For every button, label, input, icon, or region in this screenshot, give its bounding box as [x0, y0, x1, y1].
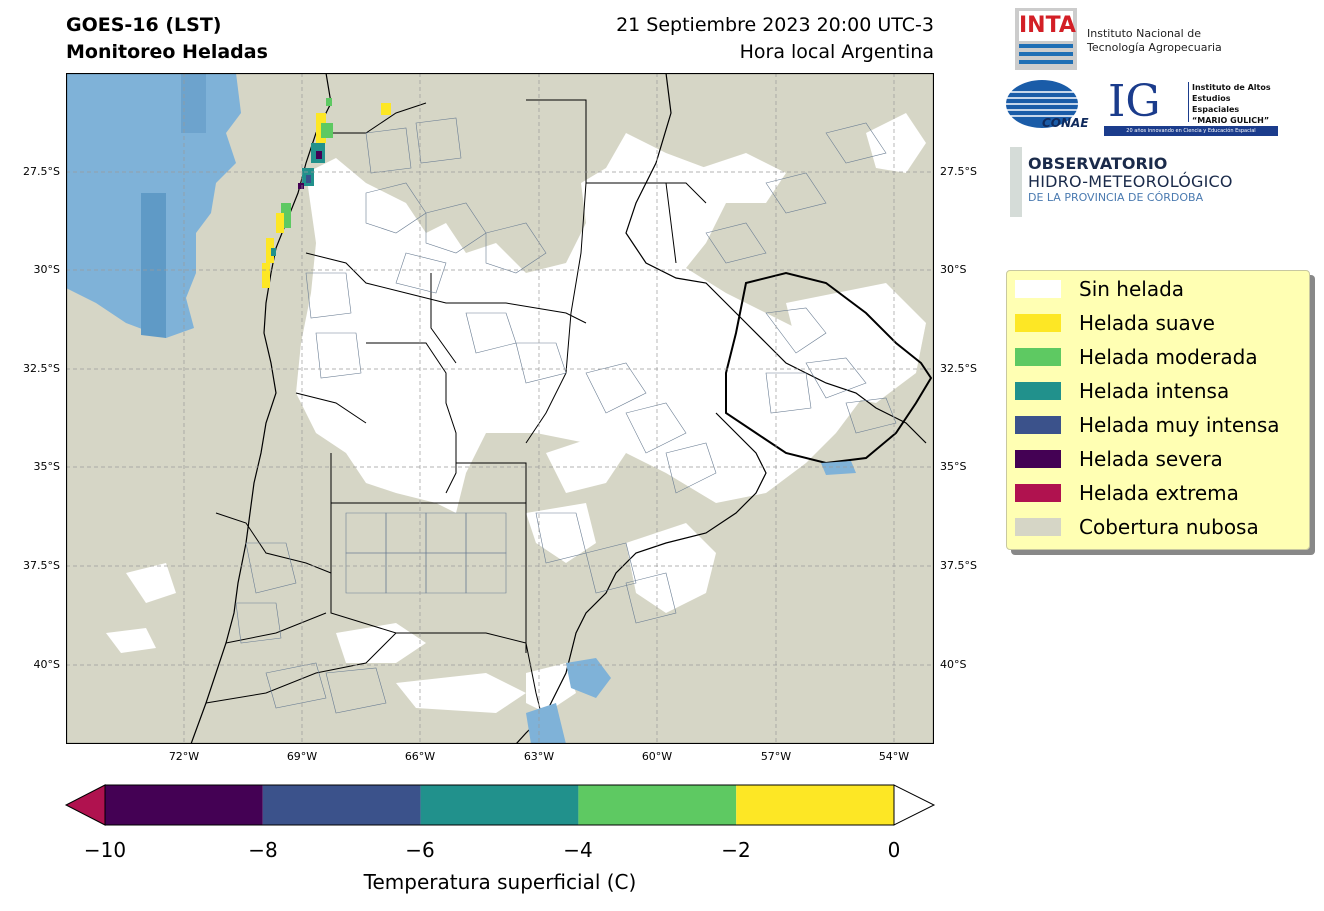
legend-label: Helada intensa — [1079, 379, 1230, 403]
title-product: Monitoreo Heladas — [66, 41, 268, 63]
title-block: GOES-16 (LST) Monitoreo Heladas — [66, 12, 268, 66]
legend-label: Helada suave — [1079, 311, 1215, 335]
ig-tagline: 20 años innovando en Ciencia y Educación… — [1104, 126, 1278, 136]
lon-tick: 63°W — [523, 750, 555, 763]
colorbar — [64, 784, 936, 826]
inta-logo-mark: INTA — [1019, 11, 1076, 41]
water-patches — [526, 461, 856, 744]
coastline — [515, 73, 927, 744]
legend-item: Helada severa — [1015, 445, 1223, 473]
inta-name: Instituto Nacional de Tecnología Agropec… — [1087, 27, 1222, 55]
lat-tick-left: 32.5°S — [23, 362, 60, 375]
legend-item: Helada suave — [1015, 309, 1215, 337]
lon-tick: 54°W — [878, 750, 910, 763]
legend-label: Sin helada — [1079, 277, 1185, 301]
colorbar-tick: −2 — [721, 838, 751, 862]
inta-name-line1: Instituto Nacional de — [1087, 27, 1201, 40]
lat-tick-left: 40°S — [33, 658, 60, 671]
lat-tick-right: 35°S — [940, 460, 967, 473]
map-frame — [66, 73, 934, 744]
colorbar-label: Temperatura superficial (C) — [363, 870, 637, 894]
datetime-label: 21 Septiembre 2023 20:00 UTC-3 — [616, 14, 934, 36]
inta-logo: INTA — [1015, 8, 1077, 70]
department-borders — [235, 117, 897, 714]
legend-swatch — [1015, 314, 1061, 332]
legend-label: Cobertura nubosa — [1079, 515, 1259, 539]
datetime-block: 21 Septiembre 2023 20:00 UTC-3 Hora loca… — [616, 12, 934, 66]
colorbar-bin — [578, 785, 737, 825]
colorbar-bin — [105, 785, 263, 825]
blue-dark-strip-2 — [181, 73, 206, 133]
blue-dark-strip — [141, 193, 166, 338]
lat-tick-right: 27.5°S — [940, 165, 977, 178]
observatorio-logo: OBSERVATORIO HIDRO-METEOROLÓGICO DE LA P… — [1010, 147, 1270, 217]
lat-tick-right: 40°S — [940, 658, 967, 671]
colorbar-bin — [736, 785, 894, 825]
local-time-label: Hora local Argentina — [739, 41, 934, 63]
colorbar-tick: −6 — [405, 838, 435, 862]
inta-name-line2: Tecnología Agropecuaria — [1087, 41, 1222, 54]
lat-tick-left: 30°S — [33, 263, 60, 276]
lat-tick-right: 30°S — [940, 263, 967, 276]
lat-tick-right: 37.5°S — [940, 559, 977, 572]
frost-map — [66, 73, 934, 744]
no-frost-areas — [106, 113, 926, 713]
legend-item: Sin helada — [1015, 275, 1184, 303]
colorbar-tick: −4 — [563, 838, 593, 862]
frost-pixels — [262, 98, 391, 288]
lon-tick: 69°W — [286, 750, 318, 763]
conae-logo-text: CONAE — [1042, 116, 1089, 130]
colorbar-over-arrow — [893, 784, 936, 826]
ig-logo-mark: IG — [1108, 76, 1161, 127]
uruguay-border — [725, 271, 933, 465]
observatorio-title: OBSERVATORIO — [1028, 154, 1168, 173]
lat-tick-left: 35°S — [33, 460, 60, 473]
legend-swatch — [1015, 280, 1061, 298]
observatorio-province: DE LA PROVINCIA DE CÓRDOBA — [1028, 191, 1204, 204]
legend-swatch — [1015, 484, 1061, 502]
lat-tick-left: 27.5°S — [23, 165, 60, 178]
ig-line3: “MARIO GULICH” — [1192, 116, 1270, 125]
colorbar-bin — [420, 785, 579, 825]
colorbar-tick: 0 — [887, 838, 901, 862]
province-borders — [205, 99, 707, 734]
ig-line2: Estudios Espaciales — [1192, 94, 1240, 114]
legend-swatch — [1015, 450, 1061, 468]
legend-swatch — [1015, 416, 1061, 434]
lat-tick-right: 32.5°S — [940, 362, 977, 375]
legend-item: Helada intensa — [1015, 377, 1229, 405]
ig-line1: Instituto de Altos — [1192, 83, 1271, 92]
lon-tick: 60°W — [641, 750, 673, 763]
ig-logo: IG Instituto de Altos Estudios Espaciale… — [1104, 76, 1278, 136]
legend-label: Helada extrema — [1079, 481, 1239, 505]
legend-label: Helada moderada — [1079, 345, 1258, 369]
legend-item: Helada moderada — [1015, 343, 1258, 371]
lon-tick: 66°W — [404, 750, 436, 763]
observatorio-subtitle: HIDRO-METEOROLÓGICO — [1028, 172, 1233, 191]
lon-tick: 72°W — [168, 750, 200, 763]
legend-swatch — [1015, 382, 1061, 400]
legend-item: Cobertura nubosa — [1015, 513, 1259, 541]
legend-swatch — [1015, 518, 1061, 536]
colorbar-bin — [262, 785, 421, 825]
colorbar-tick: −10 — [83, 838, 127, 862]
colorbar-frame — [104, 784, 895, 826]
legend-label: Helada muy intensa — [1079, 413, 1280, 437]
legend-swatch — [1015, 348, 1061, 366]
title-satellite: GOES-16 (LST) — [66, 14, 222, 36]
legend: Sin helada Helada suave Helada moderada Hel… — [1006, 270, 1310, 550]
lat-tick-left: 37.5°S — [23, 559, 60, 572]
colorbar-under-arrow — [64, 784, 106, 826]
ig-logo-text: Instituto de Altos Estudios Espaciales “… — [1192, 82, 1278, 126]
graticule — [66, 73, 934, 744]
legend-item: Helada muy intensa — [1015, 411, 1280, 439]
legend-label: Helada severa — [1079, 447, 1223, 471]
legend-item: Helada extrema — [1015, 479, 1239, 507]
conae-logo: CONAE — [1004, 78, 1094, 134]
colorbar-tick: −8 — [248, 838, 278, 862]
lon-tick: 57°W — [760, 750, 792, 763]
